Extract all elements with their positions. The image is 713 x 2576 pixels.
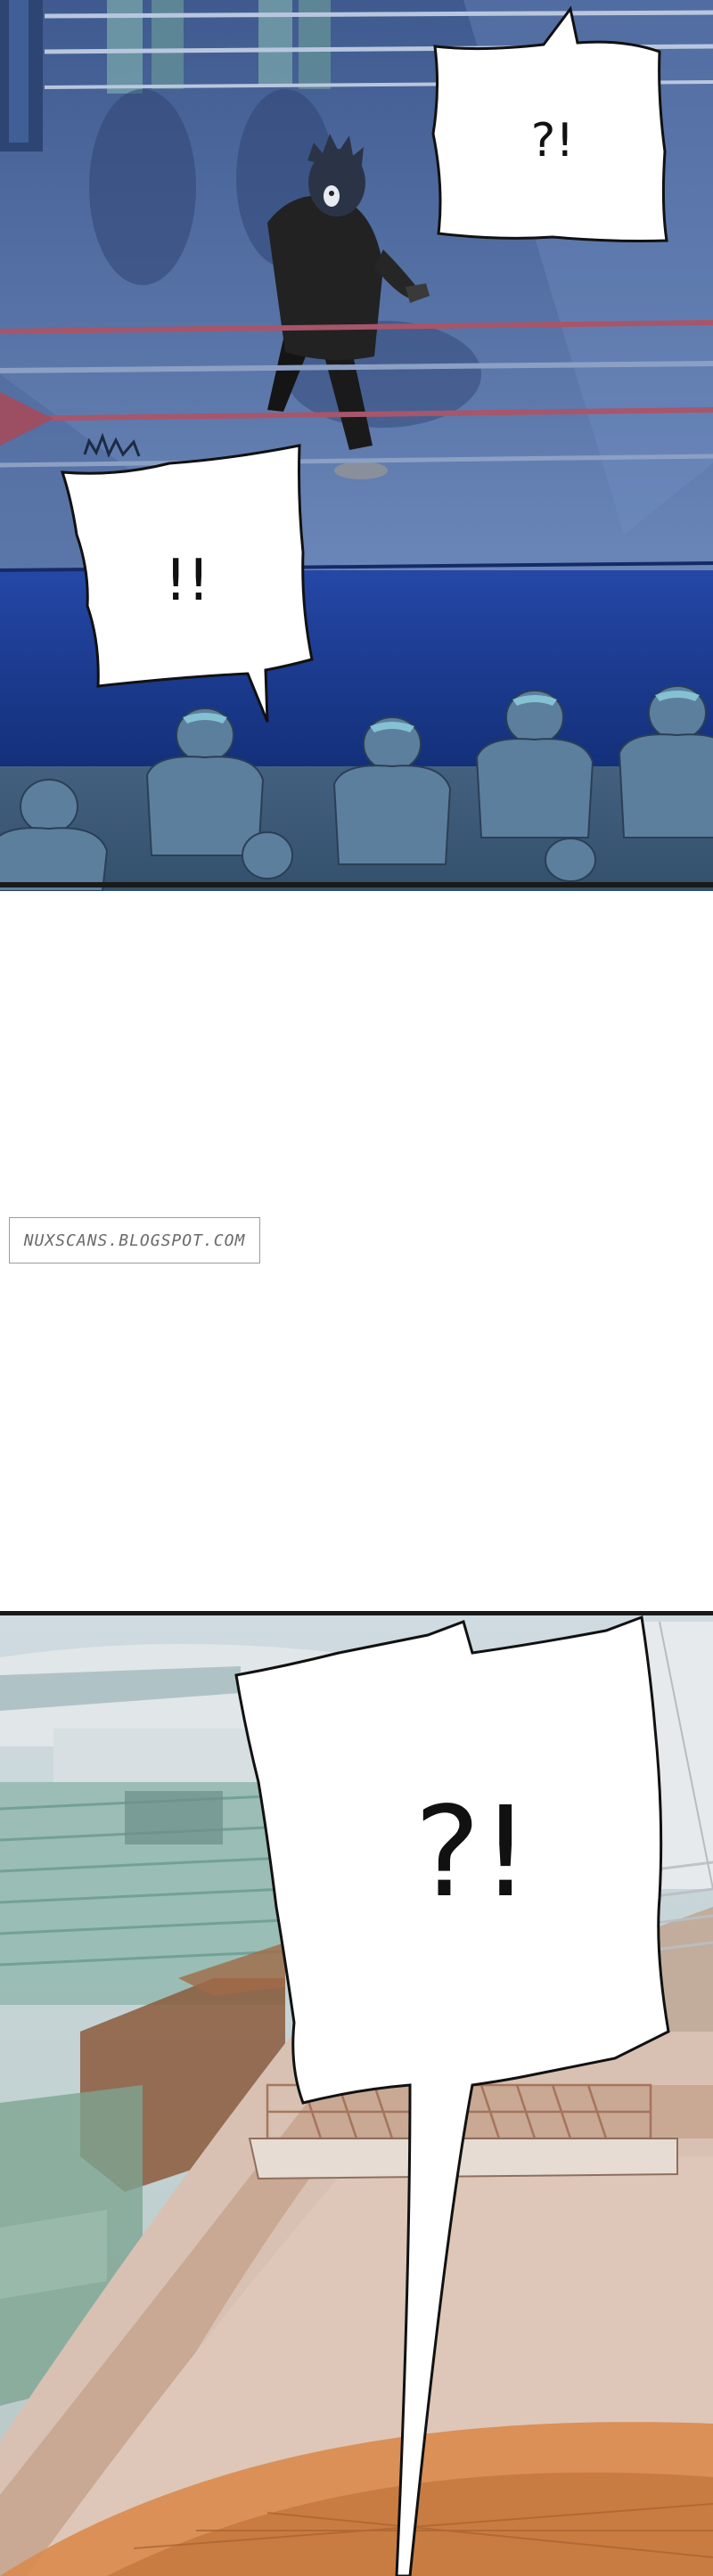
- panel-stadium-scene: ?!: [0, 1604, 713, 2576]
- stadium-scene-illustration: [0, 1611, 713, 2576]
- speech-bubble-middle-left: [60, 444, 314, 723]
- ring-scene-illustration: [0, 0, 713, 891]
- bubble-text-top-right: ?!: [530, 114, 575, 168]
- bubble-text-large: ?!: [414, 1780, 531, 1926]
- speech-bubble-top-right: [431, 5, 668, 242]
- bubble-text-middle-left: !!: [164, 548, 210, 614]
- scanlation-watermark: NUXSCANS.BLOGSPOT.COM: [9, 1217, 260, 1263]
- panel-ring-scene: ?! !!: [0, 0, 713, 891]
- speech-bubble-large: [234, 1615, 670, 2576]
- crowd-silhouettes: [0, 685, 713, 891]
- fighter-figure: [267, 134, 430, 479]
